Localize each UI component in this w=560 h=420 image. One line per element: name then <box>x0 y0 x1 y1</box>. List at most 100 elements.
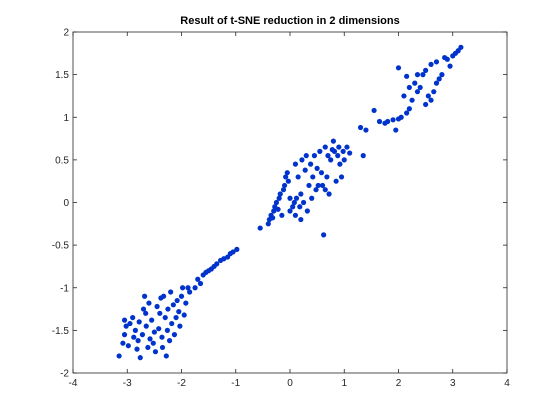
scatter-point <box>328 157 334 163</box>
scatter-point <box>163 353 169 359</box>
scatter-point <box>319 182 326 189</box>
scatter-point <box>187 289 193 295</box>
scatter-point <box>325 153 331 159</box>
scatter-point <box>142 293 148 299</box>
scatter-point <box>293 195 300 201</box>
scatter-point <box>406 106 412 112</box>
scatter-point <box>318 170 325 176</box>
scatter-point <box>192 285 198 291</box>
scatter-point <box>326 191 332 197</box>
scatter-point <box>121 332 128 338</box>
scatter-point <box>314 165 320 171</box>
scatter-point <box>157 310 163 316</box>
x-tick-label: 0 <box>287 378 293 389</box>
scatter-point <box>390 117 396 123</box>
x-tick-label: -1 <box>231 378 240 389</box>
scatter-point <box>335 153 341 159</box>
scatter-point <box>147 336 153 342</box>
scatter-point <box>164 327 170 333</box>
scatter-point <box>285 178 291 184</box>
scatter-point <box>298 191 304 197</box>
scatter-point <box>393 127 399 133</box>
scatter-point <box>428 61 434 67</box>
x-tick-label: -4 <box>69 378 78 389</box>
scatter-point <box>287 208 293 214</box>
scatter-point <box>279 212 285 218</box>
scatter-point <box>341 157 347 163</box>
scatter-point <box>299 157 305 163</box>
scatter-point <box>357 124 364 131</box>
scatter-point <box>176 309 182 315</box>
scatter-point <box>376 118 383 125</box>
scatter-point <box>322 144 328 150</box>
scatter-point <box>230 249 236 255</box>
y-tick-label: 0.5 <box>55 155 69 166</box>
scatter-point <box>344 144 350 150</box>
scatter-point <box>136 319 142 325</box>
scatter-point <box>149 317 155 323</box>
scatter-point <box>333 178 339 184</box>
scatter-point <box>170 302 176 308</box>
scatter-point <box>395 65 402 71</box>
scatter-point <box>121 317 128 323</box>
scatter-point <box>340 148 346 154</box>
scatter-point <box>159 334 165 340</box>
scatter-point <box>181 312 187 318</box>
scatter-point <box>313 187 319 193</box>
scatter-point <box>292 161 299 167</box>
scatter-point <box>134 346 140 352</box>
scatter-point <box>123 323 129 329</box>
scatter-point <box>404 110 410 116</box>
scatter-point <box>311 153 318 159</box>
scatter-point <box>338 174 345 180</box>
scatter-point <box>185 285 191 291</box>
scatter-point <box>281 182 288 189</box>
scatter-point <box>234 246 240 252</box>
scatter-point <box>347 150 353 156</box>
scatter-point <box>292 212 299 218</box>
scatter-point <box>177 323 183 329</box>
scatter-point <box>271 208 277 214</box>
scatter-point <box>183 300 189 306</box>
scatter-point <box>146 300 152 306</box>
scatter-point <box>412 80 418 86</box>
scatter-point <box>423 101 429 108</box>
axes: -4 -3 -2 -1 0 1 2 3 4 -2 -1.5 -1 -0.5 0 0.5 1 1.5 2 <box>52 28 510 390</box>
x-tick-label: 4 <box>504 378 510 389</box>
y-tick-label: -1.5 <box>52 326 70 337</box>
x-tick-label: -2 <box>177 378 186 389</box>
scatter-point <box>308 161 314 167</box>
scatter-point <box>337 161 343 167</box>
scatter-point <box>270 215 276 221</box>
scatter-point <box>273 199 280 206</box>
chart-title: Result of t-SNE reduction in 2 dimension… <box>180 15 399 27</box>
scatter-point <box>135 338 141 344</box>
scatter-point <box>371 107 377 114</box>
y-tick-label: -1 <box>60 283 69 294</box>
scatter-point <box>276 195 282 201</box>
scatter-point <box>171 332 178 338</box>
scatter-point <box>137 355 143 361</box>
x-tick-label: 1 <box>341 378 347 389</box>
scatter-point <box>125 343 131 349</box>
scatter-point <box>322 187 328 193</box>
y-tick-label: -2 <box>60 369 69 380</box>
scatter-point <box>431 89 437 95</box>
scatter-point <box>439 72 445 78</box>
scatter-point <box>428 97 434 103</box>
scatter-point <box>309 195 315 201</box>
scatter-point <box>433 59 440 65</box>
scatter-point <box>143 310 149 316</box>
scatter-point <box>363 127 369 133</box>
scatter-point <box>173 314 179 321</box>
scatter-point <box>277 191 283 197</box>
scatter-point <box>304 208 310 214</box>
scatter-point <box>265 221 271 227</box>
scatter-point <box>130 314 136 321</box>
scatter-point <box>406 84 412 91</box>
y-tick-label: 2 <box>63 28 69 39</box>
scatter-point <box>166 338 173 344</box>
scatter-point <box>404 73 410 79</box>
x-tick-label: -3 <box>123 378 132 389</box>
scatter-point <box>275 206 281 212</box>
